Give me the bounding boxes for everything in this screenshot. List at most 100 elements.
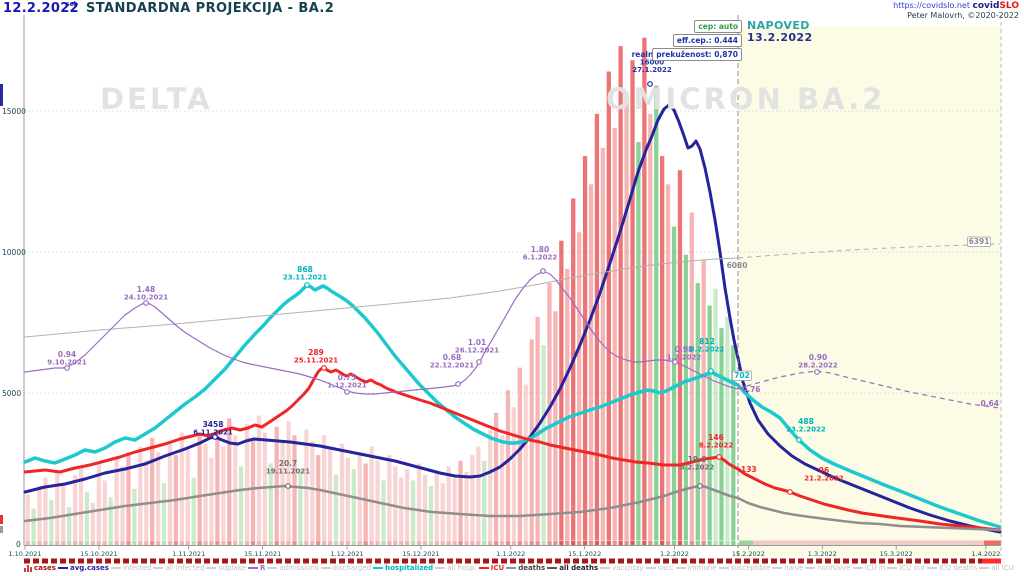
annotation-R: 9.10.2021 xyxy=(47,359,87,367)
case-bar xyxy=(37,486,42,540)
annotation-R: 1.01 xyxy=(468,338,487,347)
heat-strip-cell xyxy=(630,540,635,545)
heat-strip-cell xyxy=(233,540,238,545)
edge-mark xyxy=(0,84,3,106)
case-bar xyxy=(511,407,517,540)
heat-strip-cell xyxy=(523,540,528,545)
legend-item-susceptible[interactable]: susceptible xyxy=(718,564,770,572)
annotation-ICU: 8.2.2022 xyxy=(699,442,734,450)
legend-item-icu-deaths[interactable]: ICU deaths xyxy=(927,564,977,572)
heat-strip-cell xyxy=(274,540,279,545)
cases-bars-icon xyxy=(24,564,32,572)
heat-strip-cell xyxy=(731,540,736,545)
heat-strip-cell xyxy=(576,540,582,545)
legend-item-all-icu[interactable]: all ICU xyxy=(979,564,1014,572)
legend-item-icu-in[interactable]: ICU in xyxy=(852,564,885,572)
case-bar xyxy=(731,345,736,540)
heat-strip-cell xyxy=(351,540,356,545)
case-bar xyxy=(660,156,665,540)
legend-item-discharged[interactable]: discharged xyxy=(320,564,371,572)
legend-item-deaths[interactable]: deaths xyxy=(506,564,545,572)
heat-strip-cell xyxy=(167,540,173,545)
heat-strip-cell xyxy=(434,540,439,545)
legend-item-naive[interactable]: naive xyxy=(772,564,803,572)
case-bar xyxy=(689,212,694,540)
series-dash-icon xyxy=(887,567,898,569)
series-dash-icon xyxy=(58,567,68,569)
site-url-link[interactable]: https://covidslo.net xyxy=(893,1,970,10)
case-bar xyxy=(144,460,149,540)
legend-item-cases[interactable]: cases xyxy=(24,564,56,572)
case-bar xyxy=(203,443,208,540)
case-bar xyxy=(43,477,48,540)
series-dash-icon xyxy=(110,567,121,569)
heat-strip-cell xyxy=(126,540,131,545)
legend-label: ICU xyxy=(490,564,505,572)
case-bar xyxy=(446,466,451,540)
legend-item-admissions[interactable]: admissions xyxy=(267,564,319,572)
x-tick-label: 1.2.2022 xyxy=(660,550,689,558)
param-box-1[interactable]: eff.cep.: 0.444 xyxy=(672,34,742,47)
legend-item-icu-out[interactable]: ICU out xyxy=(887,564,925,572)
annotation-marker xyxy=(304,282,310,288)
series-deaths-avg xyxy=(23,484,1002,532)
heat-strip-cell xyxy=(671,540,677,545)
legend-item-all-deaths[interactable]: all deaths xyxy=(547,564,598,572)
annotation-R: 0.76 xyxy=(742,385,761,394)
heat-strip-cell xyxy=(428,540,434,545)
heat-strip-cell xyxy=(725,540,730,545)
legend-label: immune xyxy=(687,564,717,572)
x-tick-label: 15.12.2021 xyxy=(402,550,439,558)
heat-strip-cell xyxy=(440,540,445,545)
annotation-R: 6.1.2022 xyxy=(523,254,558,262)
annotation-marker xyxy=(672,359,678,365)
case-bar xyxy=(179,432,184,540)
case-bar xyxy=(399,477,404,540)
legend-item-all-hosp-[interactable]: all hosp. xyxy=(435,564,477,572)
param-box-2[interactable]: prekuženost: 0,870 xyxy=(652,48,742,61)
x-tick-label: 15.1.2022 xyxy=(568,550,601,558)
legend-item-vacc[interactable]: vacc xyxy=(645,564,674,572)
annotation-R: 22.12.2021 xyxy=(430,362,474,370)
heat-strip-cell xyxy=(191,540,196,545)
heat-strip-cell xyxy=(689,540,694,545)
case-bar xyxy=(571,198,576,541)
legend-label: R xyxy=(259,564,266,572)
param-box-0[interactable]: cep: auto xyxy=(694,20,742,33)
case-bar xyxy=(286,421,291,540)
annotation-ICU: 25.11.2021 xyxy=(294,357,338,365)
heat-strip-forecast xyxy=(753,540,984,545)
legend-item-infected[interactable]: infected xyxy=(110,564,151,572)
case-bar xyxy=(233,435,238,540)
x-tick-label: 15.2.2022 xyxy=(732,550,765,558)
annotation-R: 1.48 xyxy=(137,285,156,294)
heat-strip-cell xyxy=(90,540,96,545)
legend-item-odplake[interactable]: odplake xyxy=(206,564,246,572)
legend-item-icu[interactable]: ICU xyxy=(478,564,505,572)
legend-item-vacc-day[interactable]: vacc/day xyxy=(600,564,644,572)
heat-strip-cell xyxy=(541,540,546,545)
case-bar xyxy=(476,446,481,540)
case-bar xyxy=(671,226,677,540)
case-bar xyxy=(654,85,659,541)
legend-item-r[interactable]: R xyxy=(247,564,266,572)
heat-strip-cell xyxy=(695,540,700,545)
case-bar xyxy=(559,240,564,540)
heat-strip-cell xyxy=(654,540,659,545)
x-tick-label: 1.11.2021 xyxy=(172,550,205,558)
annotation-avg.cases: 6.11.2021 xyxy=(193,429,233,437)
case-bar xyxy=(161,483,167,540)
case-bar xyxy=(316,455,321,540)
watermark-ba.2: BA.2 xyxy=(797,82,886,116)
legend-item-nonnaive[interactable]: nonNaive xyxy=(805,564,851,572)
case-bar xyxy=(280,440,285,540)
legend-item-avg-cases[interactable]: avg.cases xyxy=(58,564,109,572)
heat-strip-cell xyxy=(707,540,712,545)
case-bar xyxy=(126,452,131,540)
legend-item-immune[interactable]: immune xyxy=(675,564,717,572)
legend-item-hospitalized[interactable]: hospitalized xyxy=(373,564,433,572)
heat-strip-cell xyxy=(488,540,493,545)
heat-strip-cell xyxy=(84,540,90,545)
legend-item-all-infected[interactable]: all infected xyxy=(153,564,204,572)
legend-label: vacc/day xyxy=(612,564,644,572)
